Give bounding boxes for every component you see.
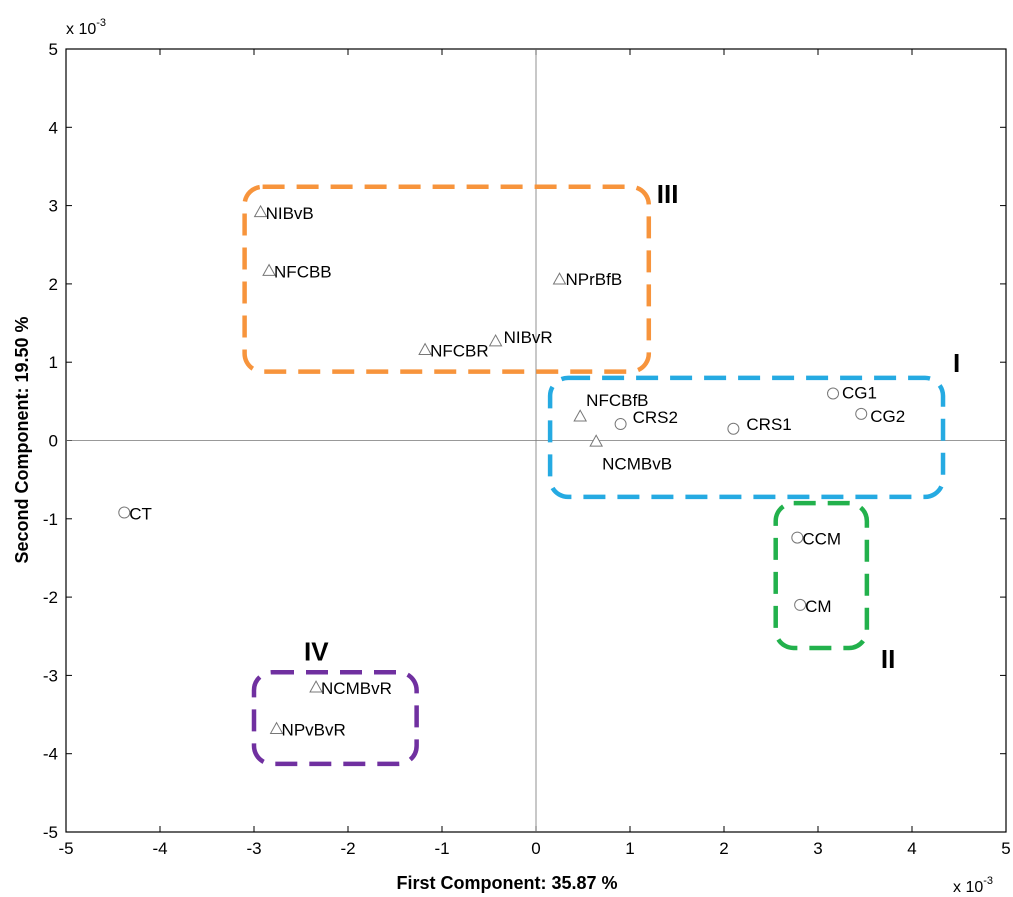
point-label: NFCBB <box>274 263 332 282</box>
group-box-i <box>547 375 946 500</box>
y-tick-label: 5 <box>49 40 58 59</box>
point-marker-triangle <box>262 263 276 276</box>
x-tick-label: 0 <box>531 839 540 858</box>
point-marker-triangle <box>589 434 604 447</box>
point-marker-triangle <box>269 721 284 734</box>
point-marker-triangle <box>488 334 503 347</box>
point-marker-triangle <box>309 680 323 693</box>
point-marker-triangle <box>253 204 268 218</box>
x-tick-label: -2 <box>340 839 355 858</box>
point-label: NCMBvR <box>321 679 392 698</box>
y-tick-label: -3 <box>43 666 58 685</box>
point-label: NFCBR <box>430 342 489 361</box>
point-label: NPrBfB <box>566 270 623 289</box>
group-label-ii: II <box>881 644 895 674</box>
point-marker-circle <box>614 418 627 431</box>
data-points: NIBvB NFCBB NFCBR NIBvR NPrBfB NFCBfB NCMBvB CR… <box>118 204 905 740</box>
y-tick-label: 0 <box>49 432 58 451</box>
y-tick-label: -5 <box>43 823 58 842</box>
group-box-iv <box>251 670 419 767</box>
point-marker-triangle <box>573 409 588 422</box>
point-marker-circle <box>791 531 804 544</box>
y-tick-label: 3 <box>49 197 58 216</box>
point-label: NFCBfB <box>586 391 648 410</box>
y-axis-title: Second Component: 19.50 % <box>12 316 32 563</box>
x-tick-label: 5 <box>1001 839 1010 858</box>
group-label-i: I <box>953 348 960 378</box>
point-label: CG1 <box>842 384 877 403</box>
x-tick-label: 1 <box>625 839 634 858</box>
x-axis-title: First Component: 35.87 % <box>396 873 617 893</box>
point-marker-circle <box>727 422 740 435</box>
zero-lines <box>66 49 1006 832</box>
group-box-iii <box>242 184 652 374</box>
point-label: CRS1 <box>746 415 791 434</box>
y-tick-label: -2 <box>43 588 58 607</box>
point-label: CG2 <box>870 407 905 426</box>
point-label: NIBvB <box>266 204 314 223</box>
point-marker-circle <box>794 598 807 611</box>
x-multiplier-base: x 10 <box>953 879 983 896</box>
group-box-ii <box>773 500 870 651</box>
y-multiplier: x 10-3 <box>66 17 106 38</box>
x-tick-label: 3 <box>813 839 822 858</box>
y-tick-label: 1 <box>49 353 58 372</box>
y-multiplier-exp: -3 <box>96 17 106 29</box>
point-marker-triangle <box>418 342 432 355</box>
group-label-iii: III <box>657 179 679 209</box>
point-label: CRS2 <box>633 408 678 427</box>
point-label: CM <box>805 597 831 616</box>
y-multiplier-base: x 10 <box>66 21 96 38</box>
x-tick-label: -5 <box>58 839 73 858</box>
x-tick-label: 2 <box>719 839 728 858</box>
point-label: NPvBvR <box>282 721 346 740</box>
y-tick-label: 2 <box>49 275 58 294</box>
point-marker-triangle <box>552 272 567 285</box>
x-tick-label: 4 <box>907 839 916 858</box>
x-multiplier-exp: -3 <box>983 875 993 887</box>
x-tick-label: -4 <box>152 839 167 858</box>
x-tick-label: -1 <box>434 839 449 858</box>
ticks-layer: -5 -4 -3 -2 -1 0 1 2 3 4 5 -5 -4 -3 -2 -1 0 1 2 3 4 5 <box>43 40 1011 858</box>
y-tick-label: 4 <box>49 118 58 137</box>
group-label-iv: IV <box>304 636 329 666</box>
y-tick-label: -1 <box>43 510 58 529</box>
point-label: CCM <box>802 530 841 549</box>
y-tick-label: -4 <box>43 745 58 764</box>
point-label: CT <box>129 505 152 524</box>
point-label: NIBvR <box>504 328 553 347</box>
point-label: NCMBvB <box>602 454 672 473</box>
point-marker-circle <box>827 387 840 400</box>
point-marker-circle <box>855 407 868 420</box>
x-tick-label: -3 <box>246 839 261 858</box>
point-marker-circle <box>118 506 131 519</box>
x-multiplier: x 10-3 <box>953 875 993 896</box>
